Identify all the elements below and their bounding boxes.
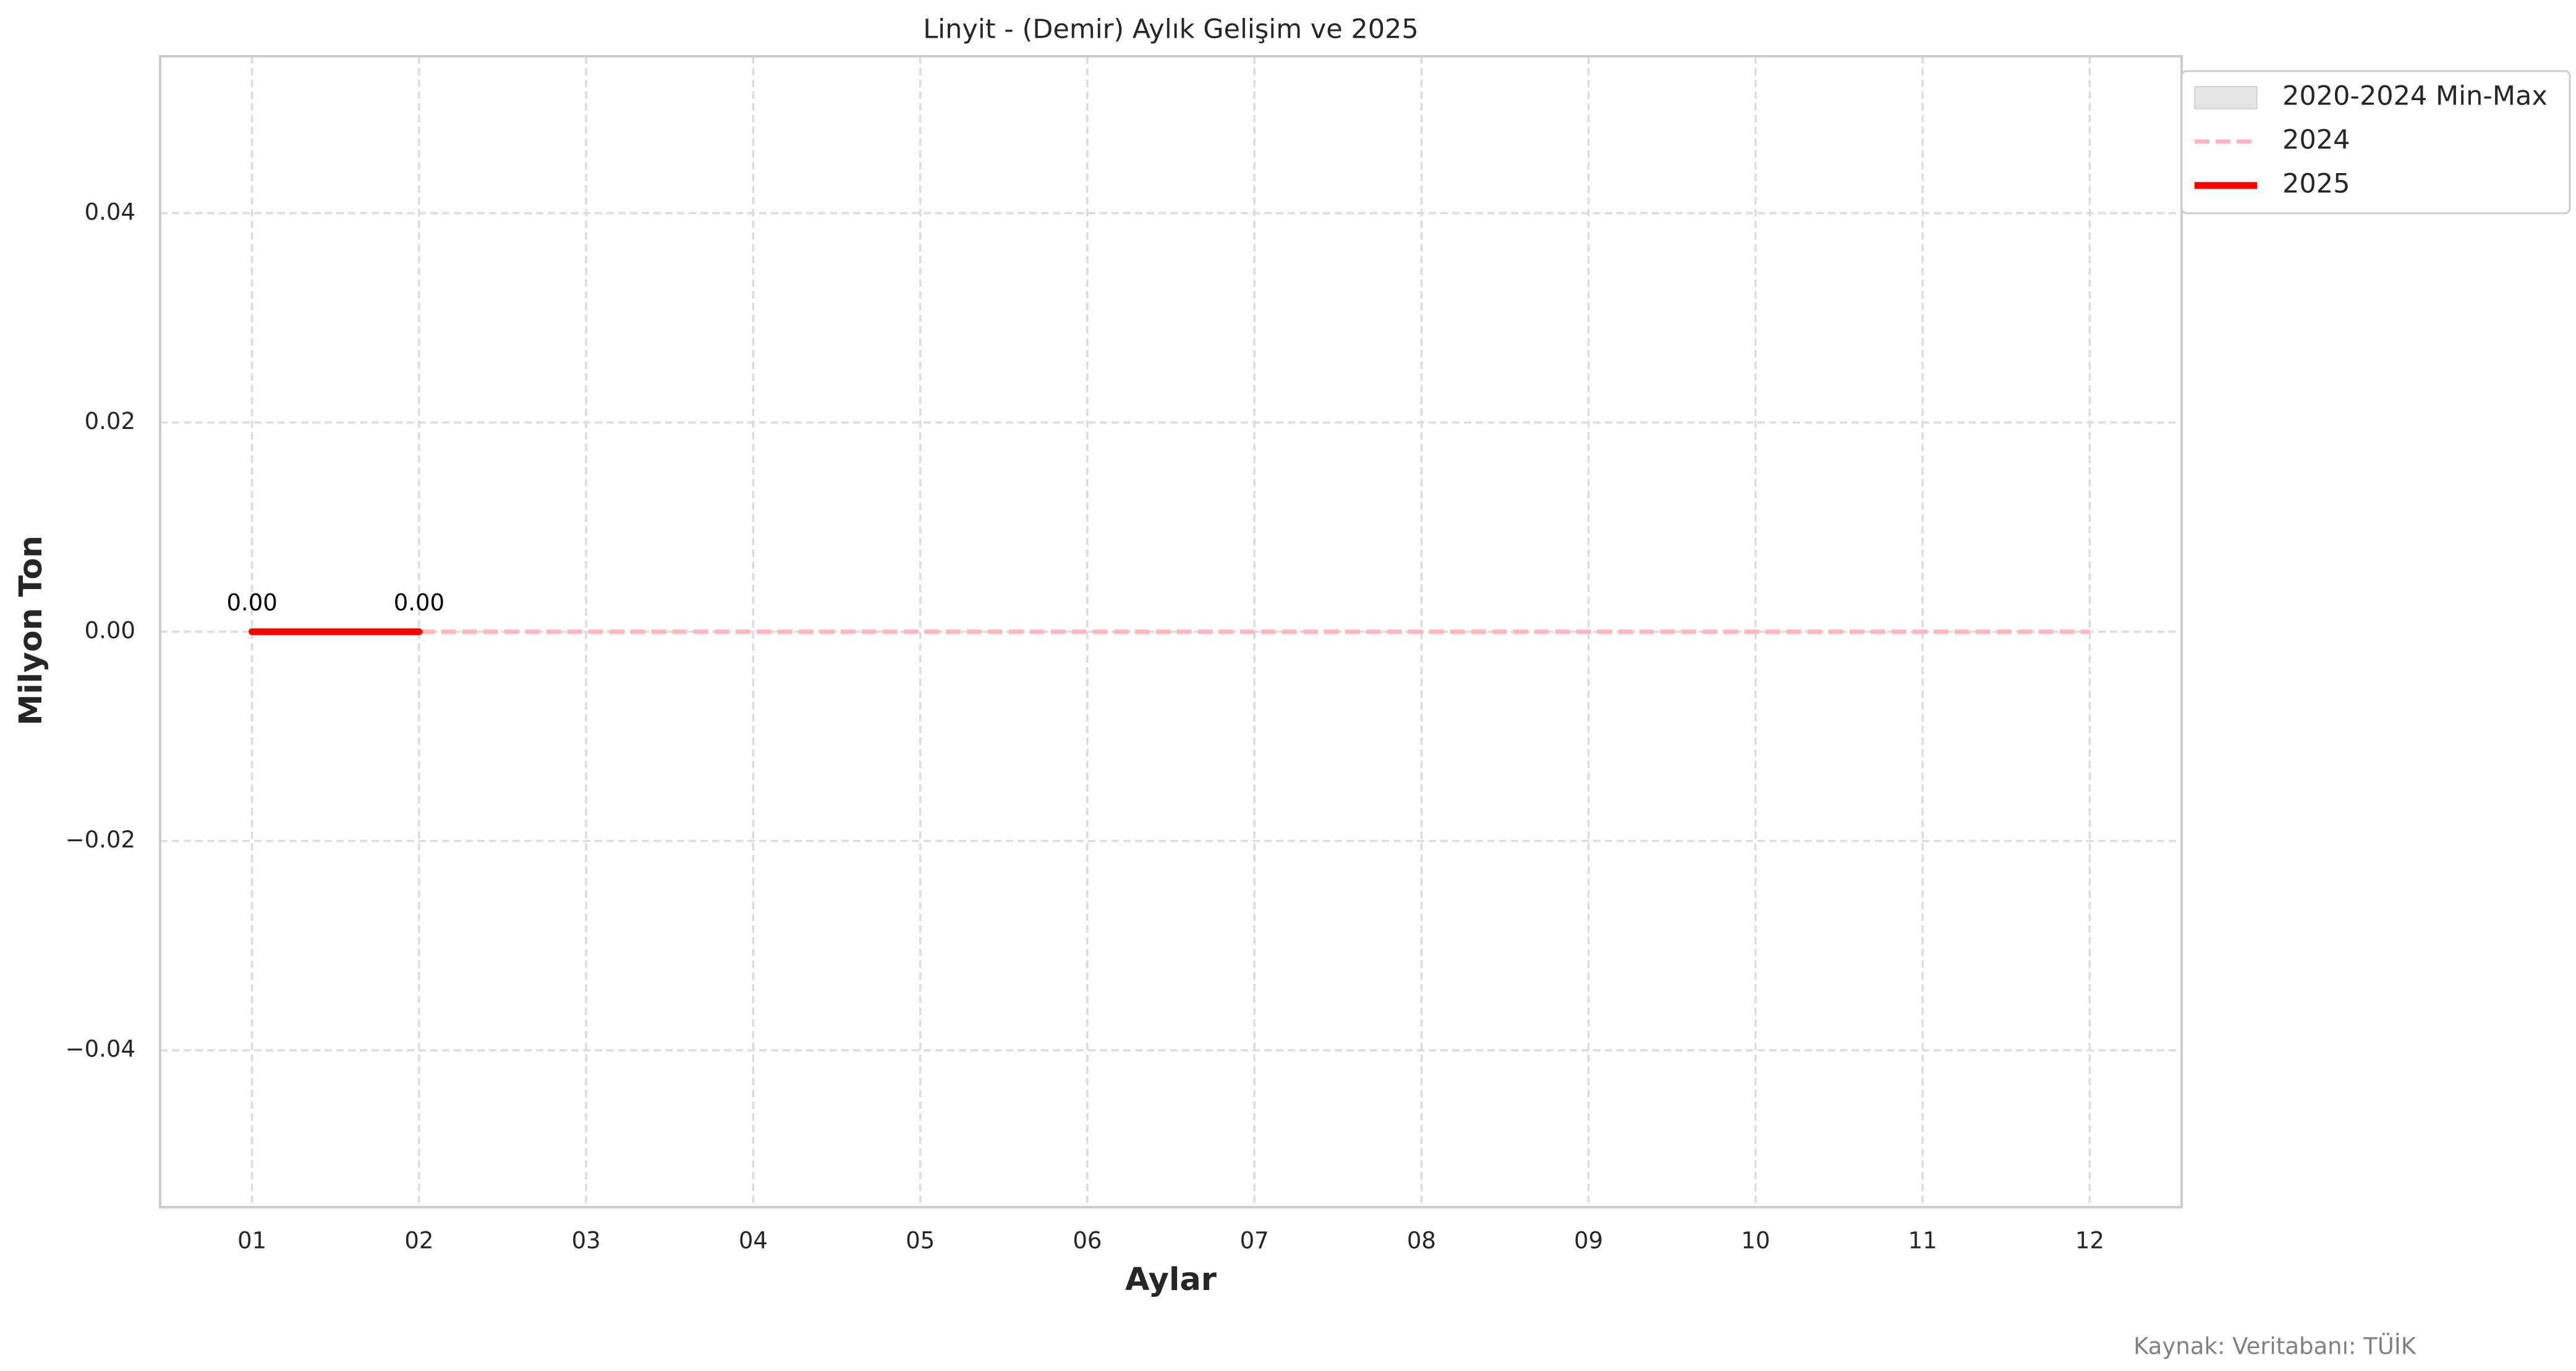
plot-frame: [159, 55, 2183, 1208]
x-tick-label: 06: [1073, 1228, 1102, 1254]
y-tick-label: 0.02: [85, 408, 135, 435]
x-tick-label: 07: [1240, 1228, 1269, 1254]
chart-title: Linyit - (Demir) Aylık Gelişim ve 2025: [923, 14, 1419, 45]
x-tick-label: 04: [739, 1228, 768, 1254]
data-label: 0.00: [394, 590, 444, 616]
y-tick-label: −0.02: [66, 826, 135, 853]
x-tick-label: 08: [1407, 1228, 1436, 1254]
x-tick-label: 05: [906, 1228, 935, 1254]
x-tick-label: 12: [2075, 1228, 2104, 1254]
x-tick-label: 11: [1908, 1228, 1937, 1254]
legend-swatch: [2194, 86, 2258, 109]
legend-label: 2024: [2282, 125, 2350, 156]
legend-label: 2025: [2282, 169, 2350, 200]
y-axis-label: Milyon Ton: [13, 535, 49, 725]
x-tick-label: 09: [1574, 1228, 1603, 1254]
legend-label: 2020-2024 Min-Max: [2282, 81, 2548, 112]
x-axis-label: Aylar: [1125, 1262, 1217, 1298]
x-tick-label: 01: [237, 1228, 266, 1254]
x-tick-label: 03: [572, 1228, 601, 1254]
y-tick-label: 0.04: [85, 198, 135, 225]
legend-box: [2180, 70, 2571, 214]
x-tick-label: 02: [404, 1228, 433, 1254]
source-note: Kaynak: Veritabanı: TÜİK: [2133, 1333, 2417, 1360]
data-label: 0.00: [226, 590, 277, 616]
y-tick-label: 0.00: [85, 618, 135, 644]
x-tick-label: 10: [1741, 1228, 1770, 1254]
y-tick-label: −0.04: [66, 1036, 135, 1063]
